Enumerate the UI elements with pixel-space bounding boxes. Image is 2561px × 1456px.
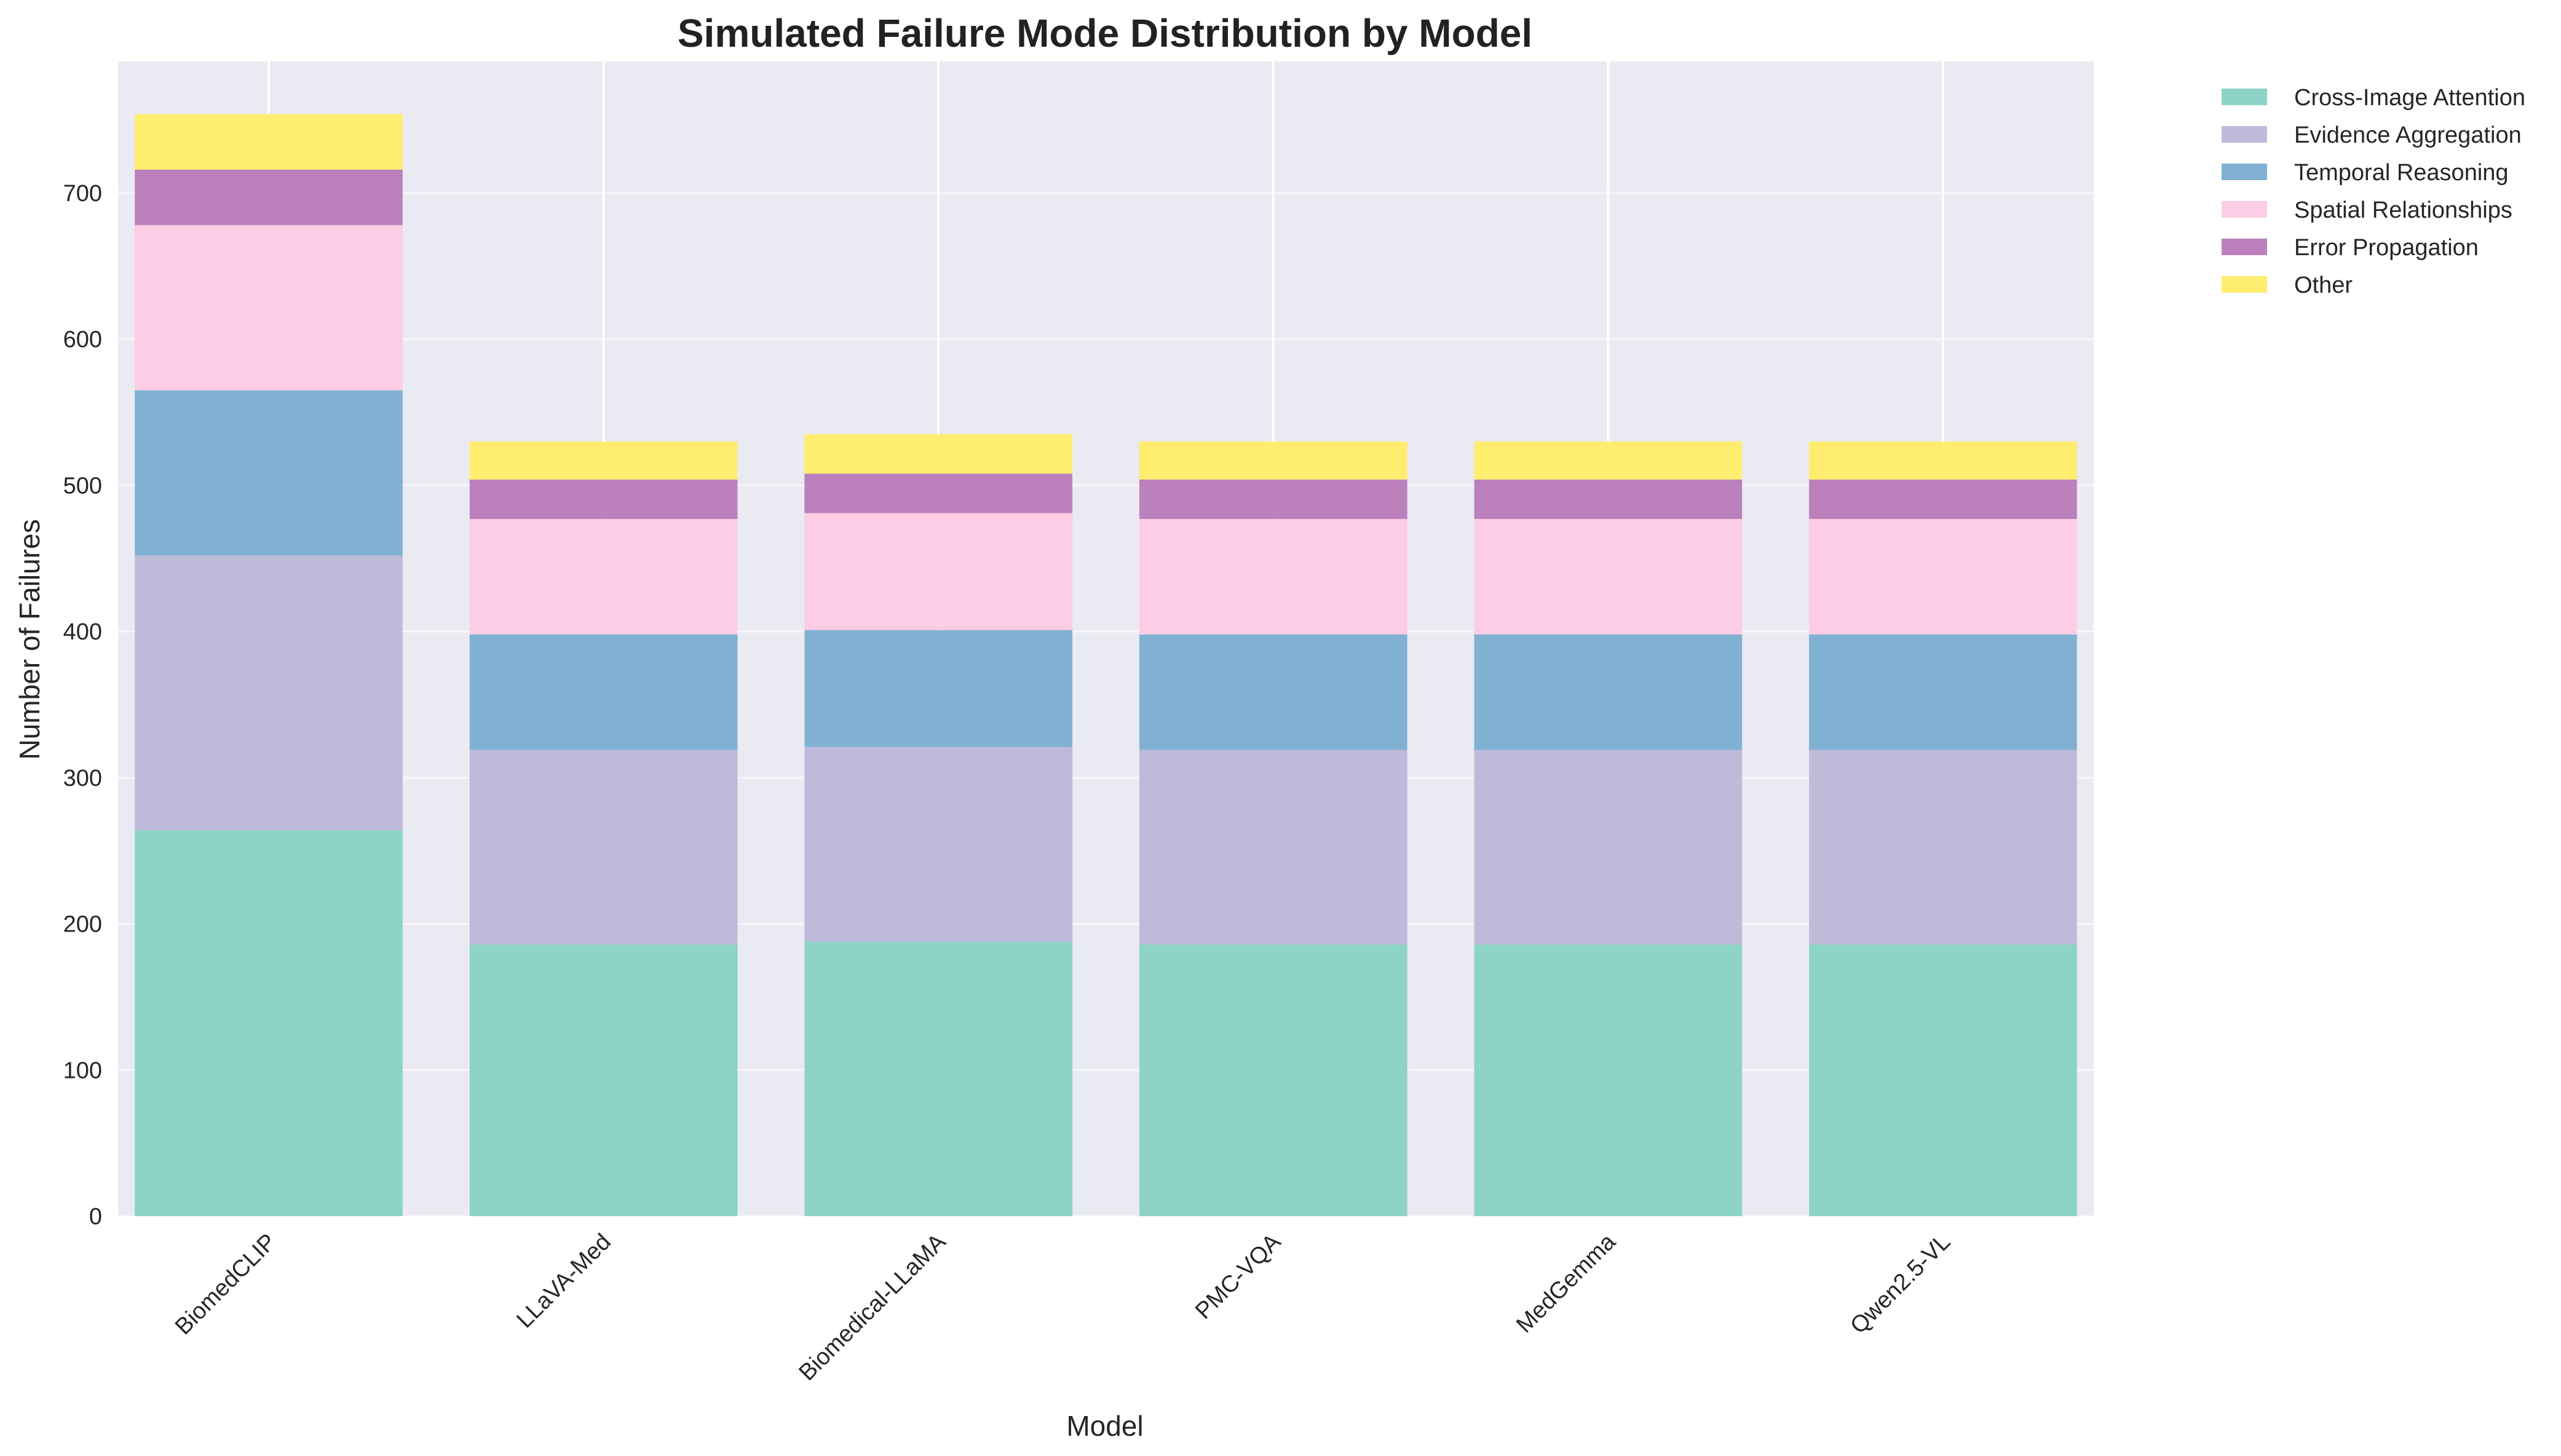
- bar-stack-llava-med: [469, 441, 738, 1216]
- x-tick-label: MedGemma: [1511, 1228, 1621, 1338]
- legend-label: Other: [2294, 272, 2353, 298]
- bar-stack-biomedical-llama: [804, 434, 1073, 1216]
- bar-segment-temporal-reasoning: [1474, 634, 1743, 750]
- x-tick-label: LLaVA-Med: [512, 1229, 616, 1334]
- y-tick-label: 700: [63, 181, 102, 207]
- bar-segment-other: [1474, 441, 1743, 480]
- legend-label: Error Propagation: [2294, 235, 2479, 261]
- legend-swatch: [2222, 276, 2267, 293]
- bar-segment-other: [469, 441, 738, 480]
- y-tick-label: 500: [63, 473, 102, 499]
- bar-segment-evidence-aggregation: [1474, 750, 1743, 944]
- bar-stack-qwen2-5-vl: [1809, 441, 2077, 1216]
- bar-segment-other: [1139, 441, 1407, 480]
- x-tick-label: Biomedical-LLaMA: [794, 1228, 951, 1386]
- legend-label: Spatial Relationships: [2294, 197, 2512, 223]
- bar-segment-evidence-aggregation: [804, 746, 1073, 942]
- bar-stack-biomedclip: [135, 114, 403, 1216]
- bar-segment-spatial-relationships: [135, 225, 403, 390]
- y-axis-label: Number of Failures: [14, 519, 46, 759]
- y-tick-label: 0: [89, 1204, 102, 1230]
- legend-swatch: [2222, 126, 2267, 143]
- bar-stack-medgemma: [1474, 441, 1743, 1216]
- bar-segment-temporal-reasoning: [1809, 634, 2077, 750]
- legend-swatch: [2222, 201, 2267, 218]
- legend-item: Temporal Reasoning: [2222, 160, 2509, 186]
- legend-label: Temporal Reasoning: [2294, 160, 2509, 186]
- bar-segment-error-propagation: [1474, 479, 1743, 520]
- x-tick-label: Qwen2.5-VL: [1845, 1229, 1955, 1339]
- bar-segment-cross-image-attention: [804, 941, 1073, 1216]
- x-axis-label: Model: [1066, 1410, 1143, 1442]
- bar-segment-error-propagation: [1809, 479, 2077, 520]
- legend-item: Other: [2222, 272, 2353, 298]
- legend-label: Evidence Aggregation: [2294, 122, 2522, 148]
- bar-segment-spatial-relationships: [1139, 519, 1407, 635]
- chart-title: Simulated Failure Mode Distribution by M…: [678, 11, 1532, 55]
- bar-segment-evidence-aggregation: [1139, 750, 1407, 944]
- bar-segment-spatial-relationships: [469, 519, 738, 635]
- legend-item: Error Propagation: [2222, 235, 2479, 261]
- legend-item: Spatial Relationships: [2222, 197, 2512, 223]
- y-tick-label: 200: [63, 912, 102, 938]
- legend: Cross-Image Attention Evidence Aggregatio…: [2222, 85, 2525, 298]
- bar-segment-evidence-aggregation: [1809, 750, 2077, 944]
- legend-swatch: [2222, 164, 2267, 180]
- bar-segment-cross-image-attention: [1809, 944, 2077, 1216]
- bar-segment-other: [804, 434, 1073, 474]
- bar-segment-evidence-aggregation: [135, 555, 403, 831]
- bars: [135, 114, 2077, 1216]
- legend-swatch: [2222, 239, 2267, 255]
- bar-segment-evidence-aggregation: [469, 750, 738, 944]
- bar-segment-cross-image-attention: [135, 830, 403, 1216]
- bar-segment-error-propagation: [804, 473, 1073, 513]
- bar-segment-temporal-reasoning: [469, 634, 738, 750]
- y-tick-label: 300: [63, 766, 102, 791]
- y-tick-label: 100: [63, 1058, 102, 1083]
- bar-segment-temporal-reasoning: [804, 630, 1073, 747]
- bar-segment-other: [1809, 441, 2077, 480]
- bar-stack-pmc-vqa: [1139, 441, 1407, 1216]
- bar-segment-temporal-reasoning: [135, 390, 403, 556]
- x-tick-label: BiomedCLIP: [170, 1229, 282, 1340]
- x-tick-label: PMC-VQA: [1190, 1228, 1286, 1324]
- bar-segment-error-propagation: [469, 479, 738, 520]
- bar-segment-error-propagation: [1139, 479, 1407, 520]
- bar-segment-cross-image-attention: [1474, 944, 1743, 1216]
- bar-segment-spatial-relationships: [804, 513, 1073, 630]
- bar-segment-spatial-relationships: [1474, 519, 1743, 635]
- legend-swatch: [2222, 89, 2267, 105]
- bar-segment-other: [135, 114, 403, 170]
- y-axis-ticks: 0 100 200 300 400 500 600 700: [63, 181, 102, 1230]
- bar-segment-cross-image-attention: [1139, 944, 1407, 1216]
- plot-background: [118, 61, 2094, 1216]
- legend-item: Evidence Aggregation: [2222, 122, 2522, 148]
- y-tick-label: 600: [63, 327, 102, 353]
- legend-label: Cross-Image Attention: [2294, 85, 2525, 111]
- legend-item: Cross-Image Attention: [2222, 85, 2525, 111]
- bar-segment-cross-image-attention: [469, 944, 738, 1216]
- bar-segment-spatial-relationships: [1809, 519, 2077, 635]
- bar-segment-error-propagation: [135, 169, 403, 226]
- x-axis-ticks: BiomedCLIP LLaVA-Med Biomedical-LLaMA PMC-V…: [170, 1228, 1955, 1386]
- bar-segment-temporal-reasoning: [1139, 634, 1407, 750]
- y-tick-label: 400: [63, 619, 102, 645]
